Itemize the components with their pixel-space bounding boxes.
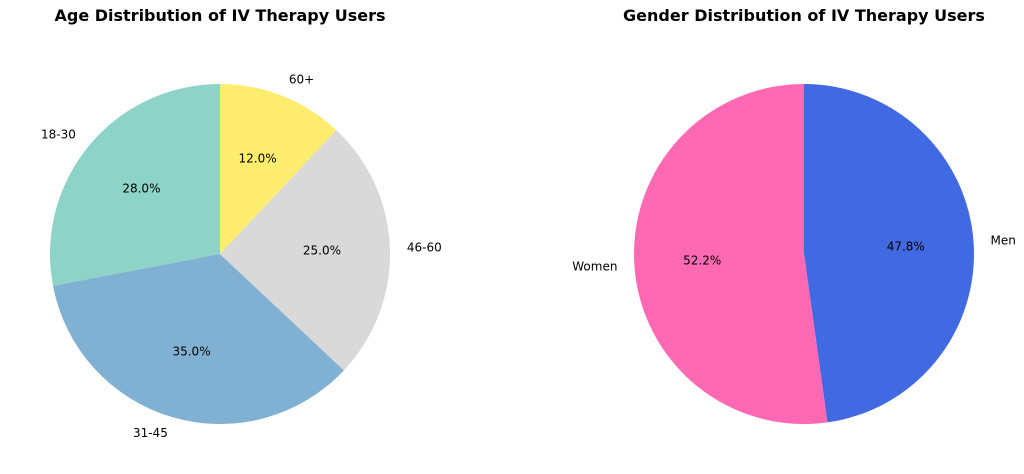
age-category-label: 46-60 [407,241,442,255]
age-category-label: 31-45 [133,426,168,440]
age-category-label: 18-30 [41,127,76,141]
age-slice-18-30 [49,84,220,286]
age-slice-31-45 [53,254,344,425]
age-pie-chart: Age Distribution of IV Therapy Users 18-… [41,6,442,440]
gender-pie-chart: Gender Distribution of IV Therapy Users … [572,6,1016,424]
gender-category-label: Men [991,234,1016,248]
gender-category-label: Women [572,259,617,273]
age-percent-label: 28.0% [122,181,160,195]
gender-slice-men [804,84,975,423]
age-percent-label: 25.0% [303,243,341,257]
age-category-label: 60+ [289,73,314,87]
age-percent-label: 12.0% [238,152,276,166]
gender-percent-label: 47.8% [887,239,925,253]
gender-percent-label: 52.2% [683,254,721,268]
age-slice-60- [220,84,337,254]
gender-chart-title: Gender Distribution of IV Therapy Users [623,6,985,25]
age-chart-title: Age Distribution of IV Therapy Users [54,6,385,25]
gender-slice-women [634,84,828,424]
age-slice-46-60 [220,130,390,371]
age-percent-label: 35.0% [172,344,210,358]
